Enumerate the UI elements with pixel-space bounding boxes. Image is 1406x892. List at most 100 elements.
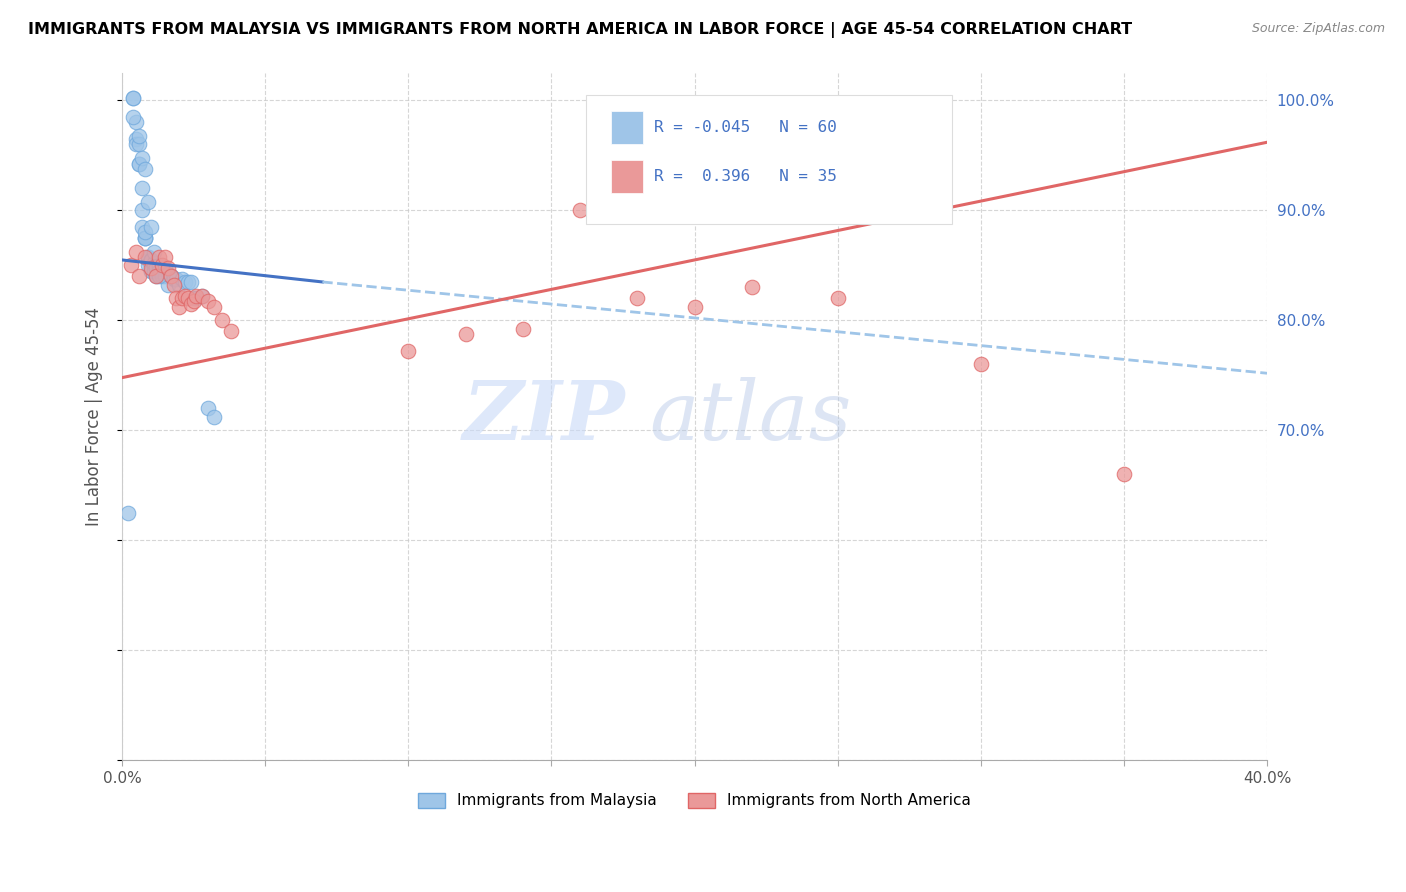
Point [136,250,159,264]
Point [128,269,150,284]
Point [165,271,187,285]
Point [169,278,191,293]
Point [131,219,153,234]
Point [191,289,214,303]
Point [454,326,477,341]
Point [145,269,167,284]
Point [139,219,162,234]
Point [128,137,150,152]
Point [136,250,159,264]
Point [159,269,181,284]
Point [219,325,242,339]
Y-axis label: In Labor Force | Age 45-54: In Labor Force | Age 45-54 [86,307,103,526]
Point [186,289,208,303]
Point [180,297,202,311]
Point [128,128,150,143]
Point [512,322,534,336]
Point [159,269,181,284]
Point [172,271,194,285]
Point [136,259,159,273]
Point [142,245,165,260]
Point [131,203,153,218]
Point [150,260,173,275]
Point [142,256,165,270]
Point [125,137,148,152]
Point [180,275,202,289]
Point [139,264,162,278]
Point [827,292,849,306]
Bar [612,161,643,194]
Point [183,292,205,306]
Point [117,506,139,520]
Point [169,300,191,314]
Point [128,157,150,171]
Point [139,260,162,275]
Point [197,293,219,308]
Point [134,250,156,264]
Point [741,280,763,294]
Point [1112,467,1135,482]
Point [165,292,187,306]
Point [174,275,197,289]
Point [148,250,170,264]
Point [150,269,173,284]
Point [120,259,142,273]
Point [172,292,194,306]
Point [139,264,162,278]
Point [162,278,184,293]
Point [134,231,156,245]
Point [150,259,173,273]
Point [159,269,181,284]
Point [142,259,165,273]
Point [683,300,706,314]
Point [125,132,148,146]
Point [128,157,150,171]
Point [139,252,162,267]
Point [202,300,225,314]
Point [148,259,170,273]
Point [131,181,153,195]
Point [970,358,993,372]
Point [125,245,148,260]
Point [134,231,156,245]
Point [177,292,200,306]
Point [191,289,214,303]
Point [142,264,165,278]
Point [153,250,176,264]
Point [569,203,592,218]
Point [148,264,170,278]
Point [153,260,176,275]
Point [162,271,184,285]
Point [211,313,233,327]
Point [202,410,225,425]
Text: ZIP: ZIP [463,376,626,457]
Point [156,267,179,281]
Point [186,292,208,306]
Point [134,161,156,176]
Point [134,226,156,240]
Point [145,260,167,275]
Point [136,252,159,267]
Point [148,269,170,284]
Point [177,275,200,289]
Point [122,91,145,105]
Point [156,278,179,293]
Point [125,115,148,129]
Point [145,269,167,284]
Point [153,269,176,284]
Point [122,91,145,105]
Point [134,231,156,245]
Point [174,289,197,303]
Text: R =  0.396   N = 35: R = 0.396 N = 35 [654,169,838,185]
Text: IMMIGRANTS FROM MALAYSIA VS IMMIGRANTS FROM NORTH AMERICA IN LABOR FORCE | AGE 4: IMMIGRANTS FROM MALAYSIA VS IMMIGRANTS F… [28,22,1132,38]
FancyBboxPatch shape [586,95,952,224]
Point [396,344,419,359]
Point [197,401,219,416]
Bar [612,111,643,144]
Point [139,252,162,267]
Point [183,293,205,308]
Point [131,151,153,165]
Point [148,260,170,275]
Text: R = -0.045   N = 60: R = -0.045 N = 60 [654,120,838,135]
Point [626,292,648,306]
